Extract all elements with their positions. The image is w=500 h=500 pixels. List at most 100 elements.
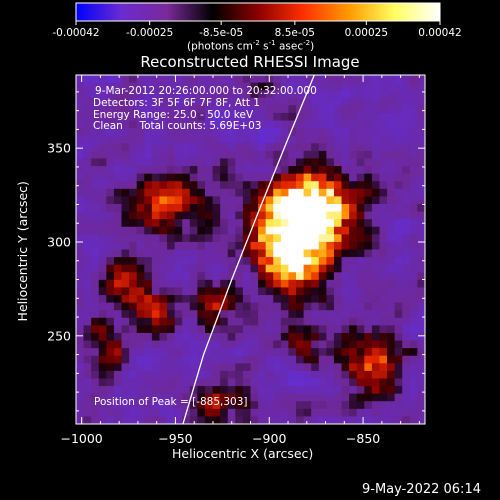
heatmap-cell: [417, 340, 425, 349]
heatmap-cell: [349, 97, 358, 106]
heatmap-cell: [204, 302, 214, 311]
heatmap-cell: [167, 75, 176, 84]
heatmap-cell: [76, 241, 85, 251]
heatmap-cell: [311, 135, 320, 144]
heatmap-cell: [227, 203, 236, 213]
heatmap-cell: [387, 188, 396, 197]
heatmap-cell: [212, 348, 221, 357]
observation-info: 9-Mar-2012 20:26:00.000 to 20:32:00.000 …: [93, 85, 317, 133]
heatmap-cell: [326, 386, 335, 395]
x-axis-ticks: −1000 −950 −900 −850: [60, 75, 420, 446]
heatmap-cell: [311, 325, 320, 334]
heatmap-cell: [159, 249, 168, 258]
heatmap-cell: [394, 97, 403, 106]
heatmap-cell: [349, 370, 358, 380]
heatmap-cell: [387, 272, 396, 281]
heatmap-cell: [167, 226, 176, 235]
heatmap-cell: [227, 355, 236, 364]
heatmap-cell: [402, 302, 411, 311]
heatmap-cell: [280, 128, 290, 137]
heatmap-cell: [387, 317, 396, 326]
heatmap-cell: [288, 325, 297, 334]
heatmap-cell: [220, 173, 229, 182]
heatmap-cell: [379, 234, 388, 243]
heatmap-cell: [409, 325, 419, 334]
heatmap-cell: [326, 181, 335, 190]
heatmap-cell: [220, 128, 229, 137]
heatmap-cell: [242, 143, 252, 152]
heatmap-cell: [296, 386, 305, 395]
heatmap-cell: [212, 332, 221, 342]
heatmap-cell: [318, 196, 327, 205]
heatmap-cell: [387, 219, 396, 228]
heatmap-cell: [417, 355, 425, 364]
heatmap-cell: [167, 219, 176, 228]
heatmap-cell: [91, 203, 100, 213]
heatmap-cell: [341, 226, 350, 235]
heatmap-cell: [258, 257, 267, 266]
heatmap-cell: [121, 158, 130, 167]
heatmap-cell: [303, 158, 312, 167]
colorbar-tick-label: -0.00042: [52, 27, 99, 39]
heatmap-cell: [129, 257, 138, 266]
heatmap-cell: [333, 120, 343, 129]
heatmap-cell: [121, 378, 130, 387]
heatmap-cell: [296, 340, 305, 349]
heatmap-cell: [250, 196, 259, 205]
heatmap-cell: [197, 219, 206, 228]
heatmap-cell: [204, 332, 214, 342]
heatmap-cell: [106, 340, 115, 349]
heatmap-cell: [311, 348, 320, 357]
heatmap-cell: [83, 317, 92, 326]
heatmap-cell: [250, 386, 259, 395]
heatmap-cell: [250, 112, 259, 122]
heatmap-cell: [333, 264, 343, 273]
heatmap-cell: [250, 211, 259, 220]
heatmap-cell: [121, 348, 130, 357]
heatmap-cell: [356, 348, 365, 357]
heatmap-cell: [167, 120, 176, 129]
heatmap-cell: [151, 219, 161, 228]
heatmap-cell: [265, 158, 274, 167]
heatmap-cell: [235, 128, 244, 137]
heatmap-cell: [341, 279, 350, 289]
heatmap-cell: [402, 340, 411, 349]
heatmap-cell: [151, 196, 161, 205]
heatmap-cell: [318, 287, 327, 296]
heatmap-cell: [280, 166, 290, 175]
heatmap-cell: [212, 203, 221, 213]
heatmap-cell: [174, 143, 183, 152]
heatmap-cell: [189, 317, 198, 326]
heatmap-cell: [91, 393, 100, 402]
heatmap-cell: [394, 279, 403, 289]
heatmap-cell: [98, 325, 107, 334]
heatmap-cell: [197, 203, 206, 213]
heatmap-cell: [258, 234, 267, 243]
heatmap-cell: [273, 82, 282, 91]
heatmap-cell: [349, 150, 358, 160]
heatmap-cell: [258, 203, 267, 213]
heatmap-cell: [417, 295, 425, 304]
heatmap-cell: [417, 272, 425, 281]
heatmap-cell: [167, 378, 176, 387]
heatmap-cell: [250, 279, 259, 289]
heatmap-cell: [311, 393, 320, 402]
heatmap-cell: [113, 203, 123, 213]
heatmap-cell: [364, 150, 373, 160]
heatmap-cell: [402, 249, 411, 258]
heatmap-cell: [83, 393, 92, 402]
heatmap-cell: [182, 120, 191, 129]
heatmap-cell: [113, 264, 123, 273]
heatmap-cell: [83, 302, 92, 311]
heatmap-cell: [326, 188, 335, 197]
heatmap-cell: [174, 150, 183, 160]
heatmap-cell: [371, 188, 381, 197]
heatmap-cell: [159, 211, 168, 220]
heatmap-cell: [212, 143, 221, 152]
heatmap-cell: [258, 219, 267, 228]
heatmap-cell: [76, 158, 85, 167]
heatmap-cell: [318, 325, 327, 334]
heatmap-cell: [326, 393, 335, 402]
heatmap-cell: [129, 370, 138, 380]
info-energy-range: Energy Range: 25.0 - 50.0 keV: [93, 108, 254, 121]
